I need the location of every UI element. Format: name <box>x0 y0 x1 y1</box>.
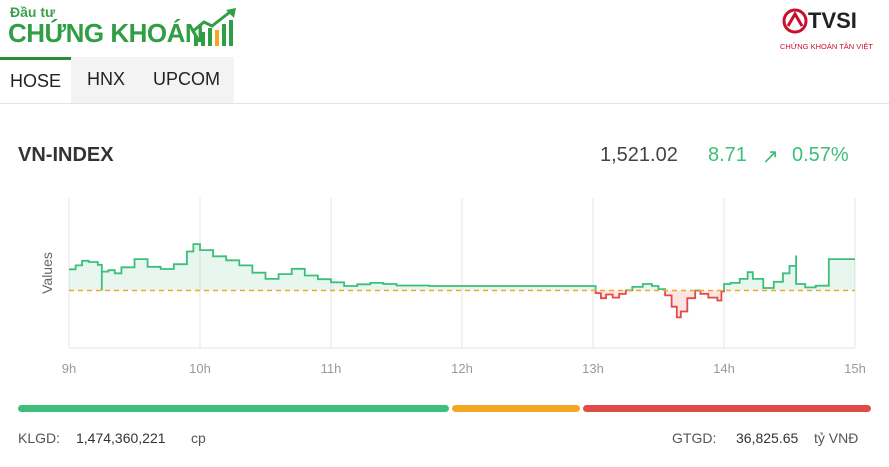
x-tick-label: 14h <box>713 361 735 376</box>
partner-name: TVSI <box>808 8 857 33</box>
brand-logo-line2: CHỨNG KHOÁN <box>8 18 204 48</box>
x-tick-label: 9h <box>62 361 76 376</box>
index-name: VN-INDEX <box>18 144 114 166</box>
tab-divider <box>0 103 889 104</box>
index-change-percent: 0.57% <box>792 144 849 166</box>
tab-upcom[interactable]: UPCOM <box>139 57 235 103</box>
x-tick-label: 12h <box>451 361 473 376</box>
growth-chart-icon <box>191 8 236 46</box>
session-bar-neutral <box>452 405 580 412</box>
series-line-up <box>69 243 855 291</box>
brand-logo-line1: Đầu tư <box>10 4 56 20</box>
index-chart: 9h 10h 11h 12h 13h 14h 15h Values <box>39 198 866 376</box>
tab-hnx[interactable]: HNX <box>71 57 140 103</box>
tab-hose[interactable]: HOSE <box>0 57 72 106</box>
tvsi-logo-icon <box>782 8 808 34</box>
x-tick-label: 11h <box>321 361 342 376</box>
session-bar-up <box>18 405 449 412</box>
session-bar-down <box>583 405 871 412</box>
value-unit: tỷ VNĐ <box>814 430 859 446</box>
volume-value: 1,474,360,221 <box>76 430 166 446</box>
trend-up-icon: ↗ <box>762 146 779 168</box>
index-value: 1,521.02 <box>600 144 678 166</box>
index-change: 8.71 <box>708 144 747 166</box>
x-tick-label: 15h <box>844 361 866 376</box>
series-line-down <box>594 290 725 319</box>
value-label: GTGD: <box>672 430 717 446</box>
partner-tagline: CHỨNG KHOÁN TÂN VIỆT <box>780 42 873 51</box>
x-tick-label: 10h <box>189 361 211 376</box>
value-value: 36,825.65 <box>736 430 799 446</box>
volume-unit: cp <box>191 430 206 446</box>
volume-label: KLGD: <box>18 430 61 446</box>
y-axis-label: Values <box>39 252 55 294</box>
x-tick-label: 13h <box>582 361 604 376</box>
exchange-tabs: HOSE HNX UPCOM <box>0 57 235 106</box>
